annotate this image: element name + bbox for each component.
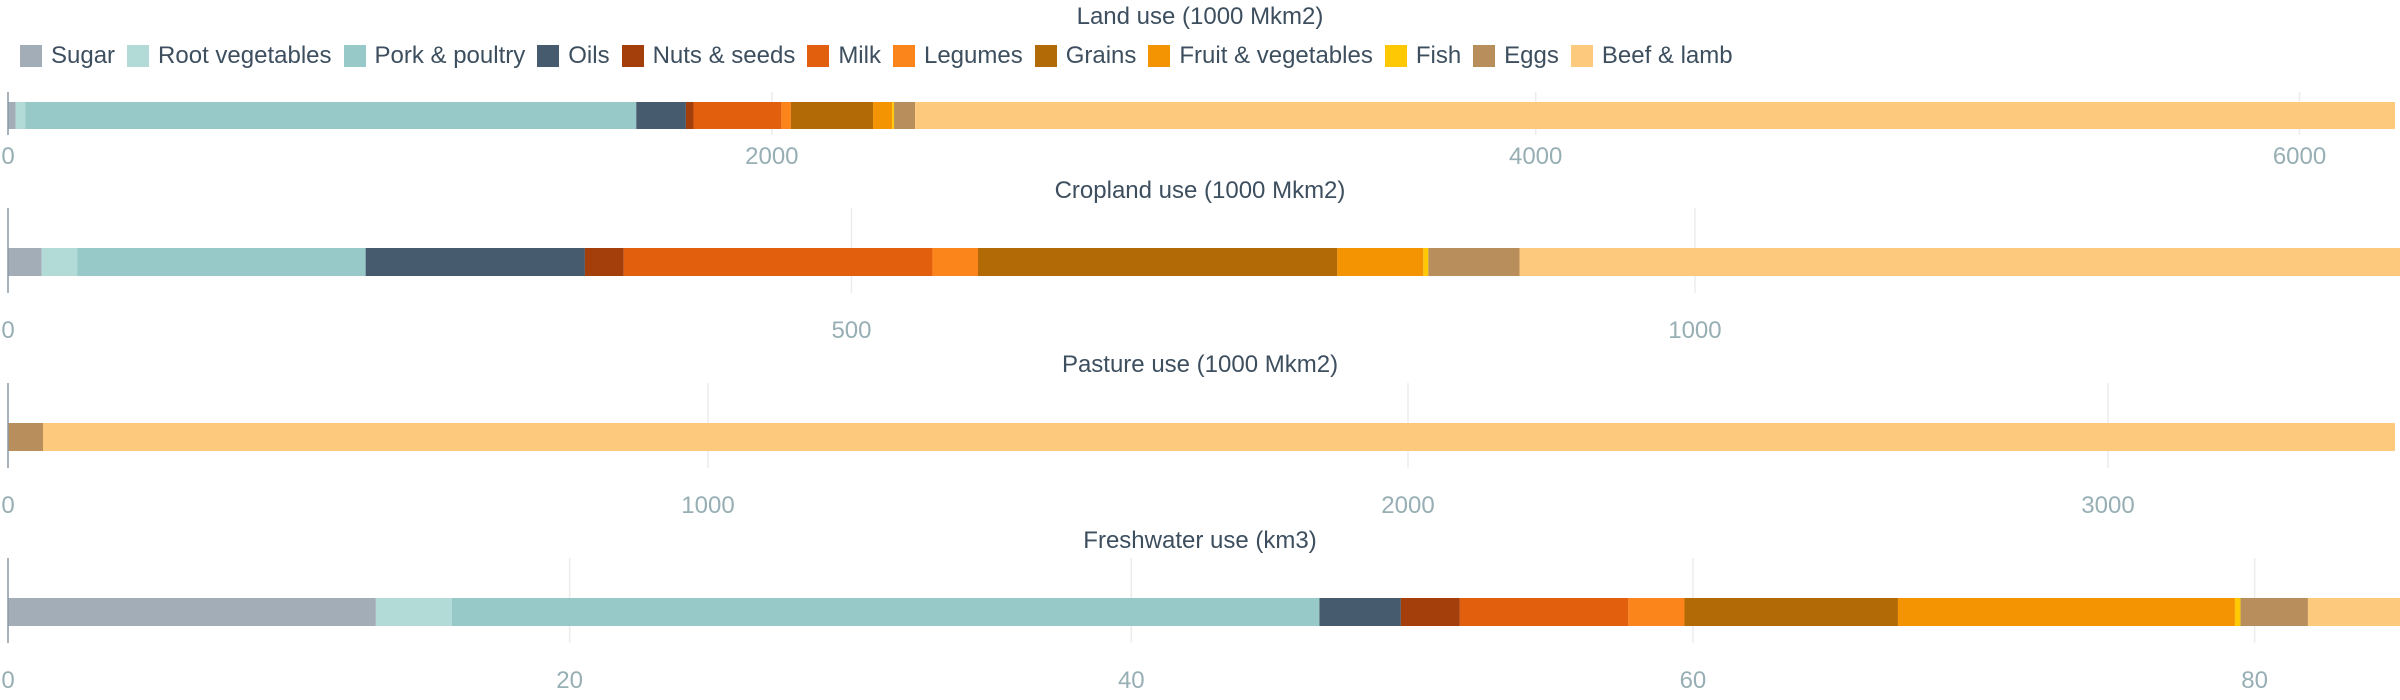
bar-segment [693,102,782,129]
legend-item[interactable]: Beef & lamb [1570,42,1733,70]
legend-swatch [807,45,830,67]
legend-item[interactable]: Oils [537,42,610,70]
bar-segment [451,598,1320,626]
tick-label: 500 [831,317,871,344]
tick-label: 20 [556,667,583,694]
bar-segment [43,423,2395,451]
tick-label: 2000 [1381,492,1434,519]
bar-segment [77,248,366,276]
legend-item[interactable]: Milk [807,42,881,70]
legend-item[interactable]: Nuts & seeds [621,42,796,70]
legend-label: Legumes [923,42,1023,69]
bar-segment [8,598,376,626]
bar-segment [8,102,16,129]
legend-swatch [1148,45,1171,67]
legend-swatch [537,45,560,67]
bar-segment [1428,248,1520,276]
bar-segment [1519,248,2400,276]
legend-label: Beef & lamb [1601,42,1733,69]
panel-title: Freshwater use (km3) [1083,527,1316,554]
legend-item[interactable]: Legumes [892,42,1023,70]
bar-segment [8,423,43,451]
tick-label: 1000 [681,492,734,519]
bar-segment [932,248,978,276]
legend-swatch [1473,45,1496,67]
legend-swatch [621,45,644,67]
panel-title: Land use (1000 Mkm2) [1077,3,1324,30]
legend-swatch [20,45,42,67]
bar-segment [977,248,1338,276]
legend-label: Oils [568,42,610,69]
bar-segment [1459,598,1629,626]
bar-segment [873,102,893,129]
legend-swatch [1034,45,1057,67]
legend-label: Sugar [51,42,116,69]
legend-item[interactable]: Grains [1034,42,1137,70]
bar-segment [2240,598,2308,626]
bar-segment [584,248,624,276]
chart-legend: Sugar Root vegetables Pork & poultry Oils Nu… [20,42,1745,70]
legend-swatch [343,45,366,67]
tick-label: 0 [1,143,14,170]
legend-swatch [127,45,150,67]
tick-label: 1000 [1668,317,1721,344]
tick-label: 40 [1118,667,1145,694]
tick-label: 60 [1680,667,1707,694]
bar-segment [790,102,874,129]
tick-label: 0 [1,317,14,344]
legend-item[interactable]: Root vegetables [127,42,332,70]
bar-segment [2307,598,2400,626]
bar-segment [2234,598,2241,626]
bar-segment [365,248,585,276]
bar-segment [892,102,895,129]
bar-segment [894,102,916,129]
tick-label: 4000 [1509,143,1562,170]
bar-segment [685,102,694,129]
tick-label: 2000 [745,143,798,170]
legend-item[interactable]: Fruit & vegetables [1148,42,1373,70]
panel-title: Cropland use (1000 Mkm2) [1055,177,1346,204]
bar-segment [1684,598,1898,626]
legend-label: Milk [838,42,881,69]
legend-label: Fruit & vegetables [1179,42,1373,69]
tick-label: 80 [2241,667,2268,694]
bar-segment [1628,598,1685,626]
bar-segment [375,598,452,626]
legend-item[interactable]: Fish [1384,42,1462,70]
tick-label: 0 [1,492,14,519]
legend-label: Grains [1065,42,1137,69]
bar-segment [1423,248,1429,276]
bar-segment [1319,598,1401,626]
legend-item[interactable]: Eggs [1473,42,1559,70]
bar-segment [1337,248,1424,276]
bar-segment [1897,598,2235,626]
legend-swatch [892,45,915,67]
legend-swatch [1384,45,1407,67]
tick-label: 3000 [2081,492,2134,519]
legend-label: Eggs [1504,42,1559,69]
bar-segment [1400,598,1460,626]
legend-label: Fish [1415,42,1462,69]
bar-segment [623,248,933,276]
bar-segment [915,102,2395,129]
legend-label: Nuts & seeds [652,42,796,69]
bar-segment [41,248,78,276]
tick-label: 0 [1,667,14,694]
panel-title: Pasture use (1000 Mkm2) [1062,351,1338,378]
legend-label: Pork & poultry [374,42,526,69]
legend-swatch [1570,45,1593,67]
bar-segment [8,248,42,276]
legend-item[interactable]: Sugar [20,42,115,70]
legend-item[interactable]: Pork & poultry [343,42,526,70]
bar-segment [25,102,637,129]
legend-label: Root vegetables [158,42,332,69]
bar-segment [15,102,26,129]
tick-label: 6000 [2273,143,2326,170]
bar-segment [636,102,686,129]
bar-segment [781,102,791,129]
